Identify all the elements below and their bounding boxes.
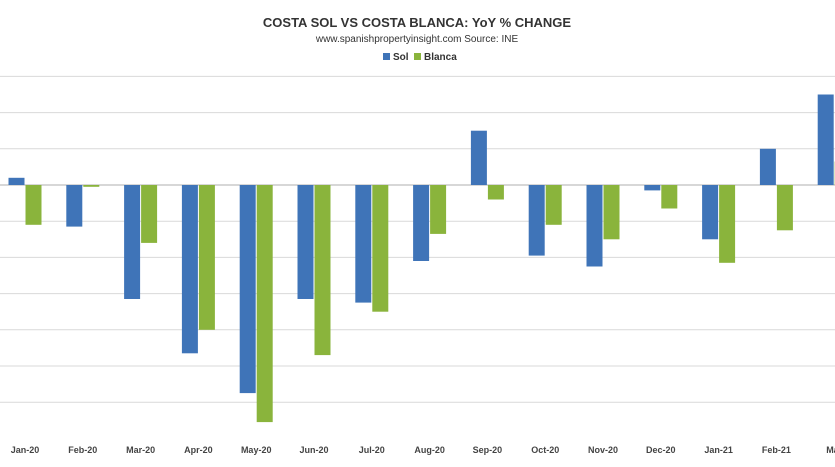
gridlines bbox=[0, 75, 835, 403]
bar-sol-mar bbox=[817, 94, 834, 185]
bar-sol-jul-20 bbox=[355, 185, 372, 303]
bar-sol-mar-20 bbox=[124, 185, 141, 299]
bar-sol-jan-20 bbox=[8, 177, 25, 185]
bar-sol-jun-20 bbox=[297, 185, 314, 299]
x-tick-label: Jul-20 bbox=[359, 445, 385, 455]
chart-title: COSTA SOL VS COSTA BLANCA: YoY % CHANGE bbox=[263, 15, 572, 30]
bar-sol-sep-20 bbox=[470, 130, 487, 185]
bar-sol-feb-20 bbox=[66, 185, 83, 227]
bar-sol-jan-21 bbox=[702, 185, 719, 240]
bar-sol-feb-21 bbox=[759, 148, 776, 185]
bar-blanca-dec-20 bbox=[661, 185, 678, 209]
x-tick-label: May-20 bbox=[241, 445, 272, 455]
legend-label-blanca: Blanca bbox=[424, 52, 457, 63]
legend-swatch-blanca bbox=[414, 53, 421, 60]
x-tick-label: Feb-20 bbox=[68, 445, 97, 455]
bar-blanca-nov-20 bbox=[603, 185, 620, 240]
bar-blanca-oct-20 bbox=[545, 185, 562, 225]
bar-blanca-feb-20 bbox=[83, 185, 100, 187]
bar-blanca-jan-20 bbox=[25, 185, 42, 225]
bar-sol-oct-20 bbox=[528, 185, 545, 256]
bar-blanca-aug-20 bbox=[430, 185, 447, 234]
chart-subtitle: www.spanishpropertyinsight.com Source: I… bbox=[315, 34, 519, 45]
bar-blanca-apr-20 bbox=[198, 185, 215, 330]
bar-blanca-jan-21 bbox=[719, 185, 736, 263]
bar-sol-dec-20 bbox=[644, 185, 661, 191]
x-tick-label: Apr-20 bbox=[184, 445, 213, 455]
legend-swatch-sol bbox=[383, 53, 390, 60]
bar-blanca-may-20 bbox=[256, 185, 273, 423]
x-tick-label: Sep-20 bbox=[473, 445, 503, 455]
bar-blanca-sep-20 bbox=[487, 185, 504, 200]
x-tick-label: Jun-20 bbox=[299, 445, 328, 455]
x-tick-label: Jan-20 bbox=[11, 445, 40, 455]
bar-blanca-jul-20 bbox=[372, 185, 389, 312]
x-tick-label: Mar-20 bbox=[126, 445, 155, 455]
x-tick-label: Feb-21 bbox=[762, 445, 791, 455]
bar-sol-nov-20 bbox=[586, 185, 603, 267]
x-tick-label: Mar bbox=[826, 445, 835, 455]
x-tick-label: Aug-20 bbox=[414, 445, 445, 455]
x-tick-label: Dec-20 bbox=[646, 445, 676, 455]
x-axis-ticks: Jan-20 Feb-20 Mar-20 Apr-20 May-20 Jun-20 Jul-… bbox=[11, 445, 835, 455]
x-tick-label: Jan-21 bbox=[704, 445, 733, 455]
x-tick-label: Oct-20 bbox=[531, 445, 559, 455]
legend: Sol Blanca bbox=[383, 52, 457, 63]
bar-blanca-mar-20 bbox=[141, 185, 158, 243]
legend-label-sol: Sol bbox=[393, 52, 409, 63]
bar-blanca-jun-20 bbox=[314, 185, 331, 356]
bar-blanca-feb-21 bbox=[776, 185, 793, 231]
bars bbox=[8, 94, 835, 423]
x-tick-label: Nov-20 bbox=[588, 445, 618, 455]
bar-sol-aug-20 bbox=[413, 185, 430, 261]
bar-sol-may-20 bbox=[239, 185, 256, 394]
bar-sol-apr-20 bbox=[181, 185, 198, 354]
